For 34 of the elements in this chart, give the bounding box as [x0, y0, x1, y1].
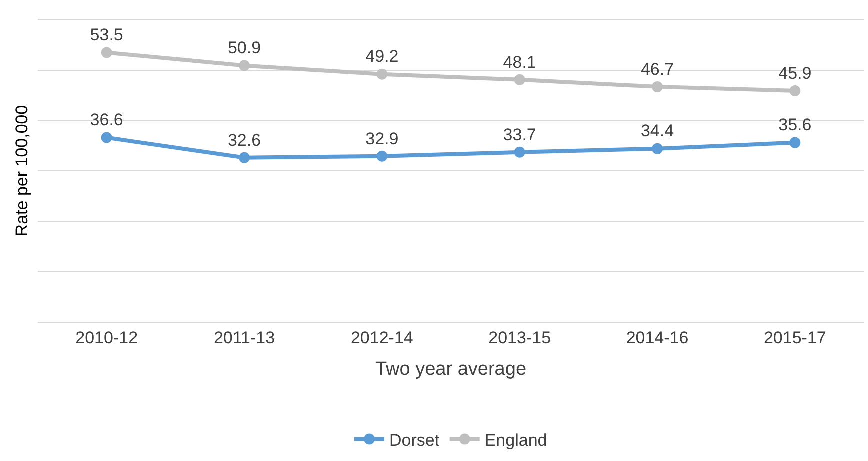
data-label: 48.1	[503, 52, 536, 72]
point	[514, 146, 526, 158]
data-label: 34.4	[640, 122, 674, 141]
point	[101, 47, 112, 58]
data-label: 49.2	[366, 47, 399, 66]
x-axis-title: Two year average	[375, 359, 527, 380]
y-axis-title: Rate per 100,000	[12, 105, 32, 237]
legend-label: England	[484, 430, 548, 450]
point	[239, 152, 250, 164]
x-tick-label: 2014-16	[626, 328, 689, 348]
data-label: 45.9	[778, 64, 812, 83]
data-label: 46.7	[640, 60, 674, 79]
x-tick-label: 2013-15	[488, 328, 552, 348]
point	[239, 60, 250, 72]
data-label: 32.6	[228, 130, 262, 150]
point	[652, 143, 663, 154]
x-tick-label: 2012-14	[350, 328, 414, 348]
point	[514, 74, 526, 86]
point	[652, 81, 663, 92]
point	[376, 68, 388, 80]
data-label: 36.6	[90, 110, 124, 130]
x-tick-label: 2011-13	[214, 328, 276, 348]
point	[790, 85, 801, 96]
legend-label: Dorset	[390, 430, 440, 450]
data-label: 32.9	[366, 129, 399, 148]
point	[790, 137, 801, 148]
point	[376, 150, 388, 162]
data-label: 50.9	[228, 38, 262, 58]
data-label: 33.7	[503, 125, 536, 144]
data-label: 35.6	[778, 116, 812, 135]
x-tick-label: 2015-17	[764, 328, 826, 348]
data-label: 53.5	[90, 26, 124, 45]
x-tick-label: 2010-12	[76, 328, 138, 348]
point	[101, 132, 112, 144]
